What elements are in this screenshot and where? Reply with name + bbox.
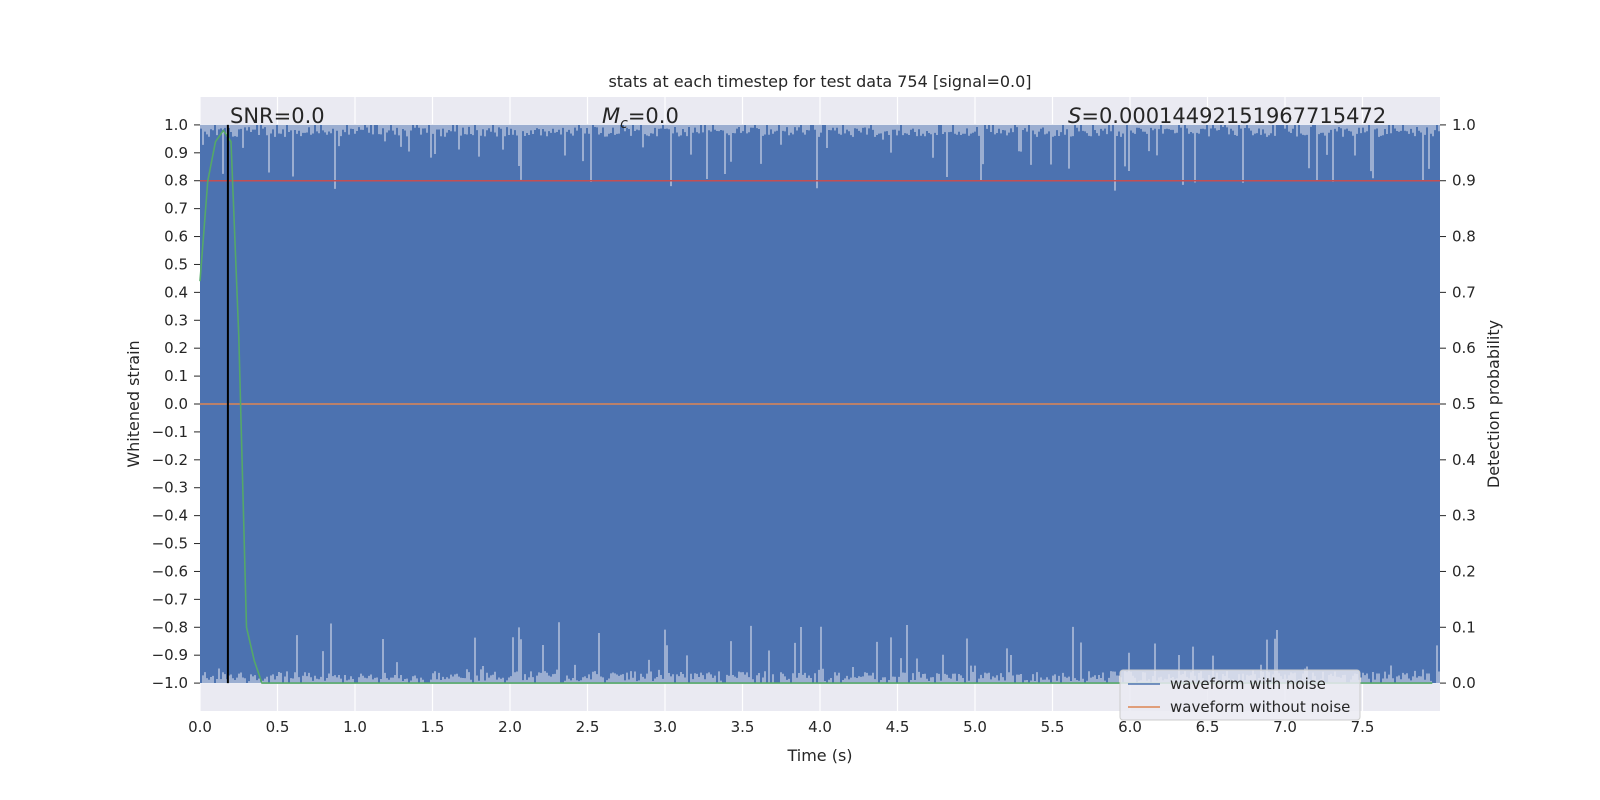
left-tick-label: 0.7 [164, 200, 188, 218]
s-symbol: S [1068, 104, 1081, 128]
right-tick-label: 0.6 [1452, 339, 1476, 357]
s-value: =0.00014492151967715472 [1081, 104, 1386, 128]
x-tick-label: 5.0 [963, 718, 987, 736]
x-tick-label: 0.0 [188, 718, 212, 736]
x-tick-label: 0.5 [266, 718, 290, 736]
left-tick-label: 0.6 [164, 228, 188, 246]
mc-value: =0.0 [628, 104, 679, 128]
left-tick-label: −0.1 [152, 423, 188, 441]
right-tick-label: 0.7 [1452, 283, 1476, 301]
left-tick-label: 1.0 [164, 116, 188, 134]
x-tick-label: 3.5 [731, 718, 755, 736]
right-tick-label: 0.4 [1452, 451, 1476, 469]
x-tick-label: 4.5 [886, 718, 910, 736]
x-tick-label: 7.5 [1351, 718, 1375, 736]
left-tick-label: −0.2 [152, 451, 188, 469]
legend-box [1119, 669, 1361, 721]
series-detection-probability [199, 129, 1433, 684]
mc-annotation: Mc=0.0 [602, 104, 679, 132]
right-tick-label: 0.2 [1452, 562, 1476, 580]
x-tick-label: 5.5 [1041, 718, 1065, 736]
left-tick-label: −0.4 [152, 507, 188, 525]
x-tick-label: 2.5 [576, 718, 600, 736]
left-tick-label: −0.6 [152, 562, 188, 580]
x-tick-label: 6.5 [1196, 718, 1220, 736]
right-tick-label: 1.0 [1452, 116, 1476, 134]
y-axis-label-right: Detection probability [1484, 320, 1503, 488]
left-axis-ticks: 1.0 0.9 0.8 0.7 0.6 0.5 0.4 0.3 0.2 0.1 0.0 −0.1 −0.… [152, 116, 200, 692]
right-tick-label: 0.8 [1452, 228, 1476, 246]
x-tick-label: 2.0 [498, 718, 522, 736]
right-tick-label: 0.0 [1452, 674, 1476, 692]
mc-symbol: M [602, 104, 620, 128]
x-tick-label: 3.0 [653, 718, 677, 736]
left-tick-label: 0.3 [164, 311, 188, 329]
right-tick-label: 0.5 [1452, 395, 1476, 413]
left-tick-label: −0.8 [152, 618, 188, 636]
probability-line-path [199, 129, 1433, 684]
legend: waveform with noise waveform without noi… [1119, 669, 1361, 721]
x-axis-label: Time (s) [786, 746, 852, 765]
left-tick-label: 0.9 [164, 144, 188, 162]
x-tick-label: 7.0 [1273, 718, 1297, 736]
left-tick-label: −1.0 [152, 674, 188, 692]
mc-subscript: c [620, 116, 628, 132]
left-tick-label: 0.1 [164, 367, 188, 385]
left-tick-label: −0.5 [152, 535, 188, 553]
left-tick-label: −0.9 [152, 646, 188, 664]
x-tick-label: 6.0 [1118, 718, 1142, 736]
x-tick-label: 1.0 [343, 718, 367, 736]
left-tick-label: −0.3 [152, 479, 188, 497]
left-tick-label: −0.7 [152, 590, 188, 608]
x-tick-label: 1.5 [421, 718, 445, 736]
legend-label-noise: waveform with noise [1170, 675, 1326, 693]
right-tick-label: 0.3 [1452, 507, 1476, 525]
right-axis-ticks: 1.0 0.9 0.8 0.7 0.6 0.5 0.4 0.3 0.2 0.1 0.0 [1440, 116, 1476, 692]
y-axis-label-left: Whitened strain [124, 340, 143, 467]
s-annotation: S=0.00014492151967715472 [1068, 104, 1386, 128]
chart-title: stats at each timestep for test data 754… [608, 72, 1031, 91]
left-tick-label: 0.5 [164, 255, 188, 273]
x-tick-label: 4.0 [808, 718, 832, 736]
right-tick-label: 0.9 [1452, 172, 1476, 190]
left-tick-label: 0.0 [164, 395, 188, 413]
left-tick-label: 0.4 [164, 283, 188, 301]
left-tick-label: 0.2 [164, 339, 188, 357]
right-tick-label: 0.1 [1452, 618, 1476, 636]
snr-annotation: SNR=0.0 [230, 104, 325, 128]
x-axis-ticks: 0.0 0.5 1.0 1.5 2.0 2.5 3.0 3.5 4.0 4.5 5.0 5.5 6.0 6… [188, 718, 1374, 736]
left-tick-label: 0.8 [164, 172, 188, 190]
legend-label-clean: waveform without noise [1170, 698, 1350, 716]
